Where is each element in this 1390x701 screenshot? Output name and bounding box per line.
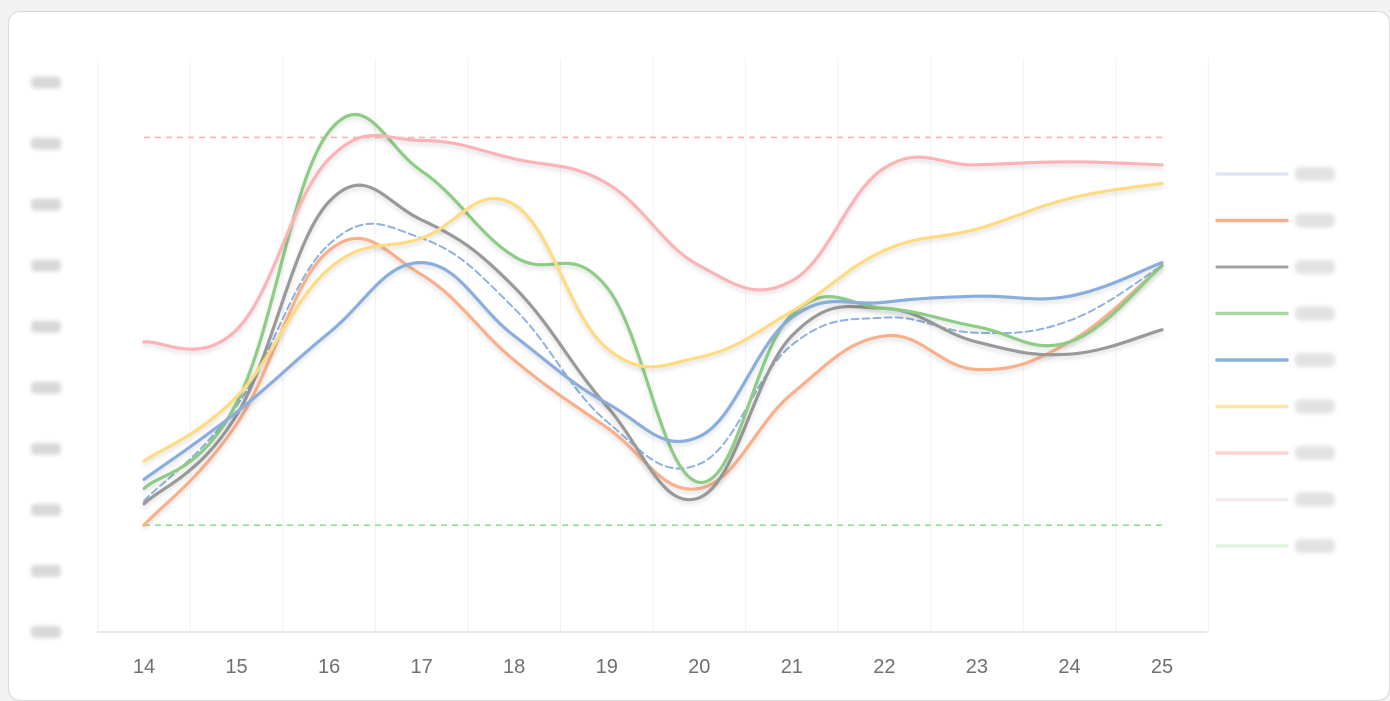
y-tick-mark [31, 76, 61, 89]
series-line [142, 181, 1164, 463]
line-chart: 14 15 16 17 18 19 20 21 22 23 24 25 [31, 58, 1335, 678]
y-tick-mark [31, 137, 61, 150]
x-tick-label: 17 [411, 656, 433, 678]
legend-label [1295, 167, 1335, 181]
y-tick-mark [31, 320, 61, 333]
series-line [143, 222, 1163, 502]
x-axis: 14 15 16 17 18 19 20 21 22 23 24 25 [133, 656, 1173, 678]
x-tick-label: 23 [966, 656, 988, 678]
reference-lines [144, 136, 1162, 526]
legend-label [1295, 492, 1335, 507]
legend [1215, 167, 1335, 553]
y-tick-mark [31, 626, 61, 638]
x-tick-label: 24 [1058, 656, 1080, 678]
series-line [142, 133, 1164, 351]
x-tick-label: 14 [133, 656, 155, 678]
x-tick-label: 21 [781, 656, 803, 678]
y-axis [31, 76, 61, 638]
y-tick-mark [31, 381, 61, 394]
y-tick-mark [31, 259, 61, 272]
y-tick-mark [31, 564, 61, 577]
legend-label [1295, 446, 1335, 460]
y-tick-mark [31, 442, 61, 455]
x-tick-label: 18 [503, 656, 525, 678]
legend-label [1295, 306, 1335, 321]
x-tick-label: 16 [318, 656, 340, 678]
x-tick-label: 19 [596, 656, 618, 678]
x-tick-label: 15 [225, 656, 247, 678]
x-tick-label: 22 [873, 656, 895, 678]
legend-label [1295, 539, 1335, 553]
legend-label [1295, 260, 1335, 274]
series-line [142, 183, 1164, 506]
y-tick-mark [31, 503, 61, 516]
x-tick-label: 20 [688, 656, 710, 678]
series-line [142, 260, 1164, 481]
series-lines [142, 113, 1164, 527]
y-tick-mark [31, 198, 61, 211]
legend-label [1295, 399, 1335, 414]
series-line [142, 236, 1164, 527]
x-tick-label: 25 [1151, 656, 1173, 678]
chart-card: 14 15 16 17 18 19 20 21 22 23 24 25 [8, 11, 1390, 701]
legend-label [1295, 353, 1335, 367]
legend-label [1295, 213, 1335, 228]
series-line [142, 113, 1164, 491]
